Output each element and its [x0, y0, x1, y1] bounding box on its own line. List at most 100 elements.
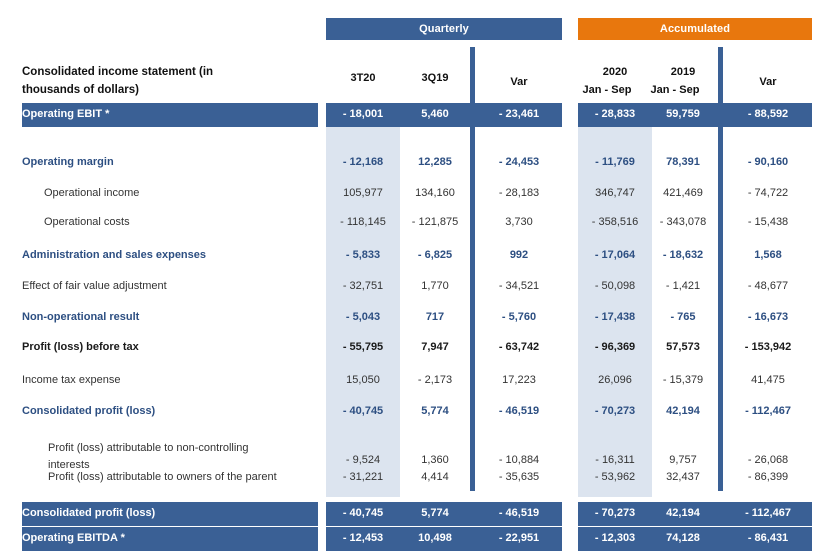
divider-accumulated-var: [718, 47, 723, 491]
table-cell: - 15,379: [662, 374, 704, 386]
row-label: Consolidated profit (loss): [22, 405, 156, 417]
table-row: Non-operational result - 5,043 717 - 5,760 -…: [0, 311, 829, 327]
row-label: Income tax expense: [22, 374, 121, 386]
table-row: Profit (loss) attributable to owners of …: [0, 471, 829, 487]
col-header-a-2020: 2020: [602, 66, 628, 78]
table-cell: - 22,951: [498, 532, 540, 544]
summary-row-fill: [326, 103, 562, 127]
table-cell: - 12,168: [342, 156, 384, 168]
table-cell: 15,050: [346, 374, 380, 386]
group-header-quarterly: Quarterly: [326, 18, 562, 40]
column-highlight-accumulated: [578, 108, 652, 497]
col-header-a-2019: 2019: [670, 66, 696, 78]
table-cell: - 18,632: [662, 249, 704, 261]
table-cell: 10,498: [418, 532, 452, 544]
table-cell: - 24,453: [498, 156, 540, 168]
table-cell: 5,774: [421, 405, 449, 417]
table-row: Operating margin - 12,168 12,285 - 24,453 - …: [0, 156, 829, 172]
table-row: Consolidated profit (loss) - 40,745 5,774 -…: [0, 507, 829, 523]
table-cell: - 5,833: [345, 249, 381, 261]
table-row: Profit (loss) attributable to non-contro…: [0, 440, 829, 472]
col-subheader-a-2020-period: Jan - Sep: [582, 84, 632, 96]
statement-title: Consolidated income statement (in thousa…: [22, 66, 214, 96]
table-cell: 105,977: [343, 187, 383, 199]
table-cell: 42,194: [666, 405, 700, 417]
table-cell: - 34,521: [498, 280, 540, 292]
table-cell: 421,469: [663, 187, 703, 199]
table-cell: - 28,183: [498, 187, 540, 199]
table-row: Effect of fair value adjustment - 32,751 1…: [0, 280, 829, 296]
table-cell: 992: [509, 249, 529, 261]
summary-row-fill: [326, 502, 562, 526]
table-cell: - 2,173: [417, 374, 453, 386]
table-cell: - 15,438: [747, 216, 789, 228]
table-cell: 12,285: [418, 156, 452, 168]
table-cell: - 40,745: [342, 507, 384, 519]
table-cell: - 12,453: [342, 532, 384, 544]
row-label: Consolidated profit (loss): [22, 507, 156, 519]
table-cell: - 35,635: [498, 471, 540, 483]
table-row: Operating EBIT * - 18,001 5,460 - 23,461 - 2…: [0, 108, 829, 124]
table-row: Income tax expense 15,050 - 2,173 17,223 26,…: [0, 374, 829, 390]
table-cell: - 6,825: [417, 249, 453, 261]
table-cell: - 46,519: [498, 507, 540, 519]
table-cell: - 53,962: [594, 471, 636, 483]
row-label: Profit (loss) attributable to non-contro…: [48, 442, 249, 471]
table-cell: - 86,431: [747, 532, 789, 544]
summary-row-fill: [578, 502, 812, 526]
table-cell: - 17,438: [594, 311, 636, 323]
table-cell: 32,437: [666, 471, 700, 483]
table-cell: - 74,722: [747, 187, 789, 199]
table-cell: 74,128: [666, 532, 700, 544]
table-cell: - 55,795: [342, 341, 384, 353]
table-cell: 7,947: [421, 341, 449, 353]
summary-row-fill: [326, 527, 562, 551]
table-cell: 5,460: [421, 108, 449, 120]
divider-quarterly-var: [470, 47, 475, 491]
table-cell: - 16,673: [747, 311, 789, 323]
col-header-a-var: Var: [759, 76, 777, 88]
col-header-q-3q19: 3Q19: [421, 72, 449, 84]
summary-row-fill: [22, 103, 318, 127]
table-cell: - 11,769: [595, 156, 635, 168]
table-cell: - 121,875: [411, 216, 459, 228]
table-cell: - 343,078: [659, 216, 707, 228]
table-cell: - 112,467: [745, 405, 791, 417]
table-cell: - 32,751: [342, 280, 384, 292]
summary-row-fill: [22, 527, 318, 551]
table-cell: - 88,592: [747, 108, 789, 120]
row-label: Operating EBITDA *: [22, 532, 125, 544]
table-cell: - 1,421: [665, 280, 701, 292]
column-highlight-quarterly: [326, 108, 400, 497]
table-cell: - 26,068: [747, 454, 789, 466]
table-cell: 346,747: [595, 187, 635, 199]
table-cell: 5,774: [421, 507, 449, 519]
table-cell: 134,160: [415, 187, 455, 199]
summary-row-fill: [578, 103, 812, 127]
group-header-accumulated: Accumulated: [578, 18, 812, 40]
table-cell: 1,360: [421, 454, 449, 466]
table-cell: - 50,098: [594, 280, 636, 292]
row-label: Operating EBIT *: [22, 108, 110, 120]
table-cell: - 48,677: [747, 280, 789, 292]
table-row: Administration and sales expenses - 5,833…: [0, 249, 829, 265]
col-header-q-var: Var: [510, 76, 528, 88]
table-cell: 41,475: [751, 374, 785, 386]
table-row: Operational income 105,977 134,160 - 28,183…: [0, 187, 829, 203]
row-label: Profit (loss) attributable to owners of …: [48, 471, 277, 483]
table-row: Operational costs - 118,145 - 121,875 3,730…: [0, 216, 829, 232]
row-label: Non-operational result: [22, 311, 140, 323]
table-cell: - 46,519: [498, 405, 540, 417]
row-label: Administration and sales expenses: [22, 249, 207, 261]
row-label: Operational income: [44, 187, 140, 199]
col-header-q-3t20: 3T20: [350, 72, 376, 84]
row-label: Profit (loss) before tax: [22, 341, 139, 353]
table-cell: - 12,303: [594, 532, 636, 544]
table-cell: - 118,145: [340, 216, 386, 228]
table-cell: - 9,524: [345, 454, 381, 466]
table-cell: - 16,311: [595, 454, 635, 466]
table-cell: 1,770: [421, 280, 449, 292]
table-cell: - 70,273: [594, 405, 636, 417]
table-cell: - 63,742: [498, 341, 540, 353]
